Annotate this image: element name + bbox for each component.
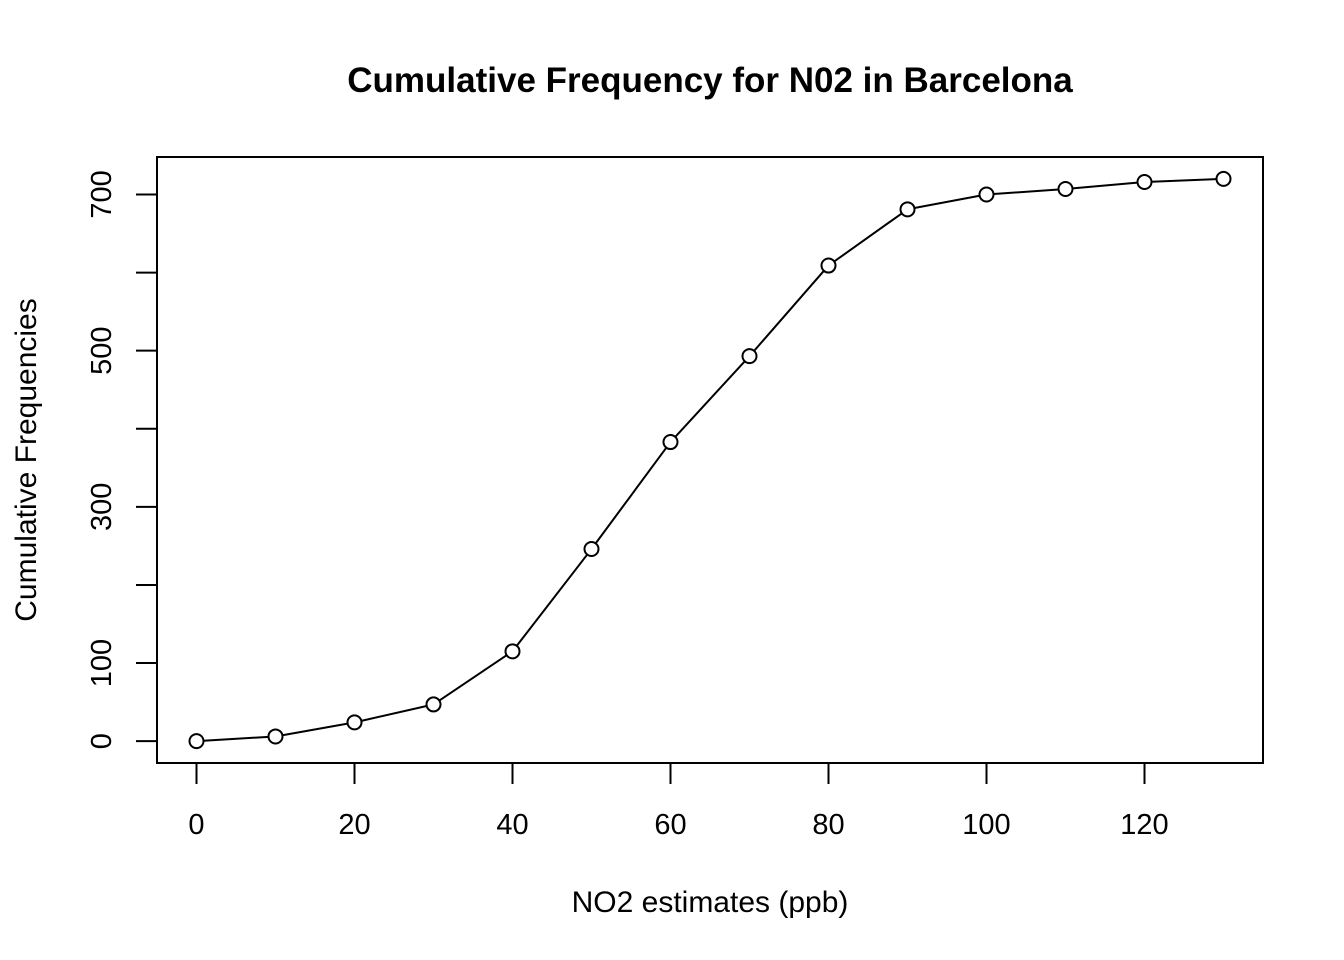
- data-point: [899, 201, 916, 218]
- y-tick-label: 300: [86, 483, 118, 531]
- x-tick-label: 0: [188, 809, 204, 841]
- y-tick-label: 500: [86, 326, 118, 374]
- y-axis: 0 100 300 500 700: [86, 170, 158, 749]
- series-line-segment: [282, 722, 348, 737]
- series-layer: [188, 170, 1232, 750]
- x-tick-label: 40: [496, 809, 528, 841]
- series-line-segment: [594, 447, 668, 544]
- series-line-segment: [203, 735, 269, 742]
- data-point: [1215, 170, 1232, 187]
- data-point: [425, 696, 442, 713]
- data-point: [820, 257, 837, 274]
- data-point: [267, 728, 284, 745]
- x-tick-label: 120: [1120, 809, 1168, 841]
- x-axis: 0 20 40 60 80 100 120: [188, 762, 1169, 841]
- y-tick-label: 100: [86, 639, 118, 687]
- y-tick-label: 0: [86, 733, 118, 749]
- series-line-segment: [1151, 178, 1217, 183]
- data-point: [741, 348, 758, 365]
- x-tick-label: 100: [962, 809, 1010, 841]
- data-point: [188, 733, 205, 750]
- series-line-segment: [833, 212, 903, 263]
- y-tick-label: 700: [86, 170, 118, 218]
- data-point: [662, 434, 679, 451]
- x-tick-label: 80: [812, 809, 844, 841]
- x-axis-label: NO2 estimates (ppb): [572, 886, 849, 919]
- data-point: [346, 714, 363, 731]
- series-line-segment: [674, 360, 746, 438]
- data-point: [583, 541, 600, 558]
- series-line-segment: [914, 194, 980, 210]
- series-line-segment: [515, 553, 589, 647]
- series-line-segment: [753, 270, 825, 352]
- series-line-segment: [1072, 181, 1138, 190]
- series-line-segment: [993, 188, 1059, 195]
- series-line-segment: [361, 705, 427, 722]
- data-point: [504, 643, 521, 660]
- series-line-segment: [438, 654, 508, 702]
- chart-title: Cumulative Frequency for N02 in Barcelon…: [347, 61, 1073, 100]
- data-point: [1136, 173, 1153, 190]
- data-point: [978, 186, 995, 203]
- x-tick-label: 60: [654, 809, 686, 841]
- x-tick-label: 20: [338, 809, 370, 841]
- plot-box: [156, 156, 1264, 764]
- y-axis-label: Cumulative Frequencies: [10, 298, 43, 621]
- data-point: [1057, 181, 1074, 198]
